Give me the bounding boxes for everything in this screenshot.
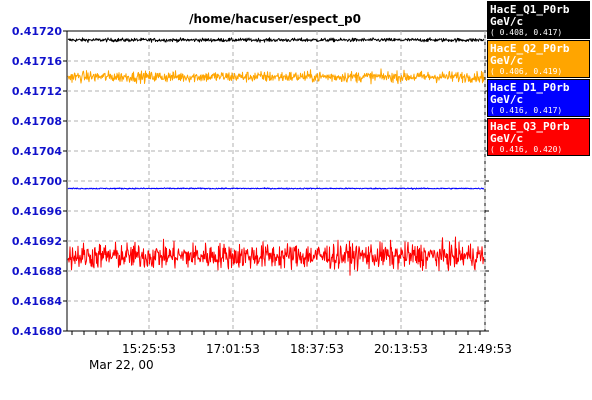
y-tick-label: 0.41720 — [12, 25, 62, 38]
y-tick-label: 0.41688 — [12, 265, 62, 278]
legend-series-name: HacE_Q3_P0rb — [490, 120, 570, 133]
y-tick-label: 0.41692 — [12, 235, 62, 248]
legend-unit: GeV/c — [490, 15, 524, 28]
legend-series-name: HacE_D1_P0rb — [490, 81, 570, 94]
legend-range: ( 0.416, 0.417) — [490, 106, 563, 115]
y-tick-label: 0.41708 — [12, 115, 62, 128]
series-line — [67, 187, 485, 190]
y-tick-label: 0.41700 — [12, 175, 62, 188]
series-line — [67, 37, 485, 43]
legend-range: ( 0.408, 0.417) — [490, 28, 563, 37]
legend-series-name: HacE_Q1_P0rb — [490, 3, 570, 16]
series-line — [67, 236, 485, 276]
legend-item: HacE_D1_P0rb GeV/c( 0.416, 0.417) — [487, 79, 590, 117]
y-tick-label: 0.41712 — [12, 85, 62, 98]
y-tick-label: 0.41704 — [12, 145, 62, 158]
y-tick-label: 0.41684 — [12, 295, 62, 308]
legend-unit: GeV/c — [490, 54, 524, 67]
legend-item: HacE_Q1_P0rb GeV/c( 0.408, 0.417) — [487, 1, 590, 39]
y-tick-label: 0.41716 — [12, 55, 62, 68]
legend-range: ( 0.406, 0.419) — [490, 67, 563, 76]
legend-series-name: HacE_Q2_P0rb — [490, 42, 570, 55]
legend-item: HacE_Q2_P0rb GeV/c( 0.406, 0.419) — [487, 40, 590, 78]
y-tick-label: 0.41696 — [12, 205, 62, 218]
legend-item: HacE_Q3_P0rb GeV/c( 0.416, 0.420) — [487, 118, 590, 156]
chart-title: /home/hacuser/espect_p0 — [189, 12, 361, 27]
legend-unit: GeV/c — [490, 132, 524, 145]
date-label: Mar 22, 00 — [89, 358, 154, 372]
x-tick-label: 21:49:53 — [458, 342, 512, 356]
x-tick-label: 15:25:53 — [122, 342, 176, 356]
y-tick-label: 0.41680 — [12, 325, 62, 338]
legend-range: ( 0.416, 0.420) — [490, 145, 563, 154]
x-tick-label: 20:13:53 — [374, 342, 428, 356]
x-tick-label: 18:37:53 — [290, 342, 344, 356]
x-tick-label: 17:01:53 — [206, 342, 260, 356]
series-line — [67, 68, 485, 85]
legend-unit: GeV/c — [490, 93, 524, 106]
plot-area: 0.41720 0.41716 0.41712 0.41708 0.41704 0.417… — [12, 25, 512, 356]
